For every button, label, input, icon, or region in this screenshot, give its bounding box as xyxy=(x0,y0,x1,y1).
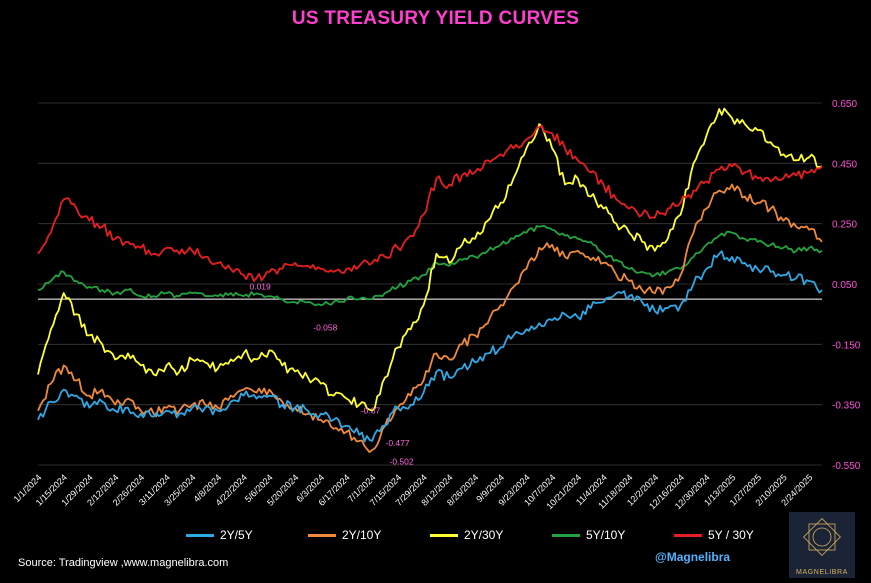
legend-item: 5Y/10Y xyxy=(552,528,674,542)
y-tick-label: 0.050 xyxy=(832,280,857,291)
series-line-2y-5y xyxy=(37,250,823,443)
y-tick-label: -0.550 xyxy=(832,461,861,472)
annotation-label: -0.502 xyxy=(390,457,414,467)
source-note: Source: Tradingview ,www.magnelibra.com xyxy=(18,557,229,569)
logo-mark-icon xyxy=(803,518,841,556)
legend-label: 2Y/5Y xyxy=(220,528,253,542)
legend-swatch xyxy=(430,533,458,537)
series-line-5y-10y xyxy=(37,225,823,307)
legend-label: 2Y/30Y xyxy=(464,528,504,542)
legend-label: 5Y / 30Y xyxy=(708,528,754,542)
annotation-label: -0.477 xyxy=(386,438,410,448)
annotation-label: -0.37 xyxy=(361,406,381,416)
legend-swatch xyxy=(674,533,702,537)
annotation-label: 0.019 xyxy=(249,281,271,291)
legend-label: 5Y/10Y xyxy=(586,528,626,542)
legend-swatch xyxy=(308,533,336,537)
series-line-2y-30y xyxy=(37,107,823,412)
legend-item: 2Y/10Y xyxy=(308,528,430,542)
author-handle[interactable]: @Magnelibra xyxy=(655,550,731,564)
magnelibra-logo: MAGNELIBRA xyxy=(789,512,855,578)
logo-text: MAGNELIBRA xyxy=(796,569,848,576)
legend-item: 2Y/5Y xyxy=(186,528,308,542)
y-tick-label: -0.350 xyxy=(832,401,861,412)
legend-item: 5Y / 30Y xyxy=(674,528,796,542)
series-line-5y-30y xyxy=(37,124,823,282)
chart-legend: 2Y/5Y 2Y/10Y 2Y/30Y 5Y/10Y 5Y / 30Y xyxy=(186,528,796,542)
legend-item: 2Y/30Y xyxy=(430,528,552,542)
series-line-2y-10y xyxy=(37,183,823,453)
y-tick-label: 0.450 xyxy=(832,159,857,170)
y-tick-label: 0.650 xyxy=(832,99,857,110)
chart-title: US TREASURY YIELD CURVES xyxy=(291,8,580,29)
legend-swatch xyxy=(552,533,580,537)
y-tick-label: -0.150 xyxy=(832,340,861,351)
y-tick-label: 0.250 xyxy=(832,220,857,231)
annotation-label: -0.058 xyxy=(313,323,337,333)
legend-swatch xyxy=(186,533,214,537)
legend-label: 2Y/10Y xyxy=(342,528,382,542)
